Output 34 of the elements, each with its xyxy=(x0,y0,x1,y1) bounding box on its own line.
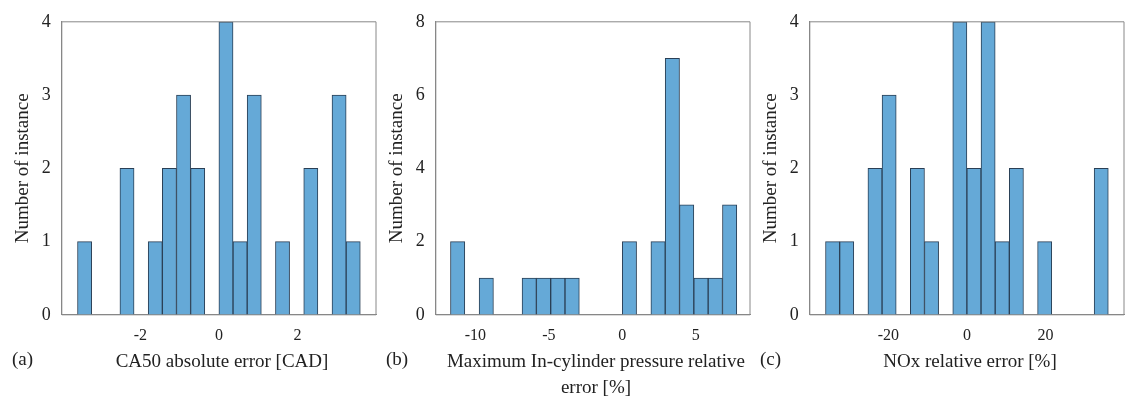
y-tick-label: 4 xyxy=(415,157,425,178)
y-axis-title: Number of instance xyxy=(759,93,781,244)
x-tick-label: -10 xyxy=(464,325,487,343)
y-tick-label: 3 xyxy=(789,83,799,104)
text: (a) xyxy=(12,348,34,369)
x-tick-label: -20 xyxy=(877,325,900,343)
y-tick-label: 0 xyxy=(41,303,51,324)
y-axis-title: Number of instance xyxy=(385,93,407,244)
y-tick-label: 4 xyxy=(41,10,51,31)
text: (c) xyxy=(760,348,782,369)
y-tick-label: 0 xyxy=(415,303,425,324)
x-axis-title: NOx relative error [%] xyxy=(882,349,1058,373)
y-tick-label: 2 xyxy=(789,157,799,178)
y-tick-label: 0 xyxy=(789,303,799,324)
y-tick-label: 3 xyxy=(41,83,51,104)
x-tick-label: 0 xyxy=(618,325,627,343)
x-tick-label: 5 xyxy=(691,325,700,343)
y-tick-label: 1 xyxy=(789,230,799,251)
x-axis-title: CA50 absolute error [CAD] xyxy=(114,349,330,373)
x-tick-label: -2 xyxy=(133,325,148,343)
x-tick-label: 20 xyxy=(1037,325,1054,343)
y-tick-label: 1 xyxy=(41,230,51,251)
y-tick-label: 6 xyxy=(415,83,425,104)
text: (b) xyxy=(386,348,409,369)
y-tick-label: 4 xyxy=(789,10,799,31)
y-axis-title: Number of instance xyxy=(11,93,33,244)
x-tick-label: 2 xyxy=(293,325,302,343)
y-tick-label: 2 xyxy=(41,157,51,178)
x-tick-label: 0 xyxy=(214,325,223,343)
y-tick-label: 8 xyxy=(415,10,425,31)
x-tick-label: -5 xyxy=(542,325,556,343)
x-axis-title: Maximum In-cylinder pressure relative error [%] xyxy=(445,349,747,399)
x-tick-label: 0 xyxy=(962,325,971,343)
y-tick-label: 2 xyxy=(415,230,425,251)
